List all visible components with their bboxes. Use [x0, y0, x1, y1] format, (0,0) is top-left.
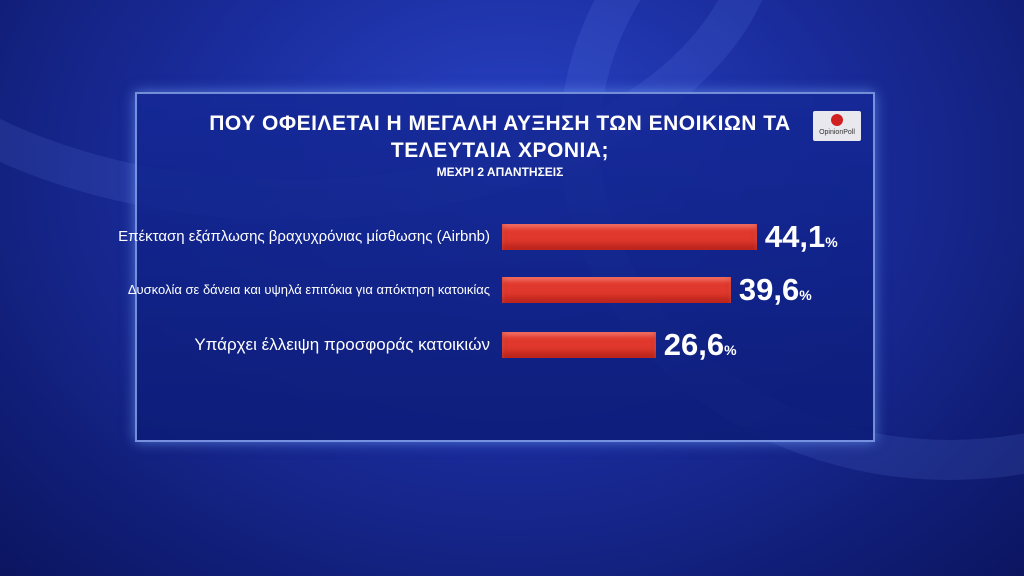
value-text: 39,6 — [738, 272, 800, 307]
category-label: Επέκταση εξάπλωσης βραχυχρόνιας μίσθωσης… — [118, 228, 490, 245]
category-label: Υπάρχει έλλειψη προσφοράς κατοικιών — [194, 334, 490, 354]
value-label: 39,6% — [739, 272, 812, 308]
chart-subtitle: ΜΕΧΡΙ 2 ΑΠΑΝΤΗΣΕΙΣ — [436, 165, 564, 179]
bar — [502, 277, 731, 303]
logo: OpinionPoll — [813, 111, 861, 141]
value-text: 26,6 — [663, 327, 725, 362]
value-text: 44,1 — [764, 219, 826, 254]
panel — [135, 92, 875, 442]
category-label: Δυσκολία σε δάνεια και υψηλά επιτόκια γι… — [127, 282, 490, 298]
bar — [502, 224, 757, 250]
logo-text: OpinionPoll — [819, 129, 855, 136]
value-label: 26,6% — [664, 327, 737, 363]
value-unit: % — [724, 342, 737, 358]
value-unit: % — [799, 287, 812, 303]
chart-title: ΠΟΥ ΟΦΕΙΛΕΤΑΙ Η ΜΕΓΑΛΗ ΑΥΞΗΣΗ ΤΩΝ ΕΝΟΙΚΙ… — [209, 112, 791, 162]
value-label: 44,1% — [765, 219, 838, 255]
value-unit: % — [825, 234, 838, 250]
bar — [502, 332, 656, 358]
